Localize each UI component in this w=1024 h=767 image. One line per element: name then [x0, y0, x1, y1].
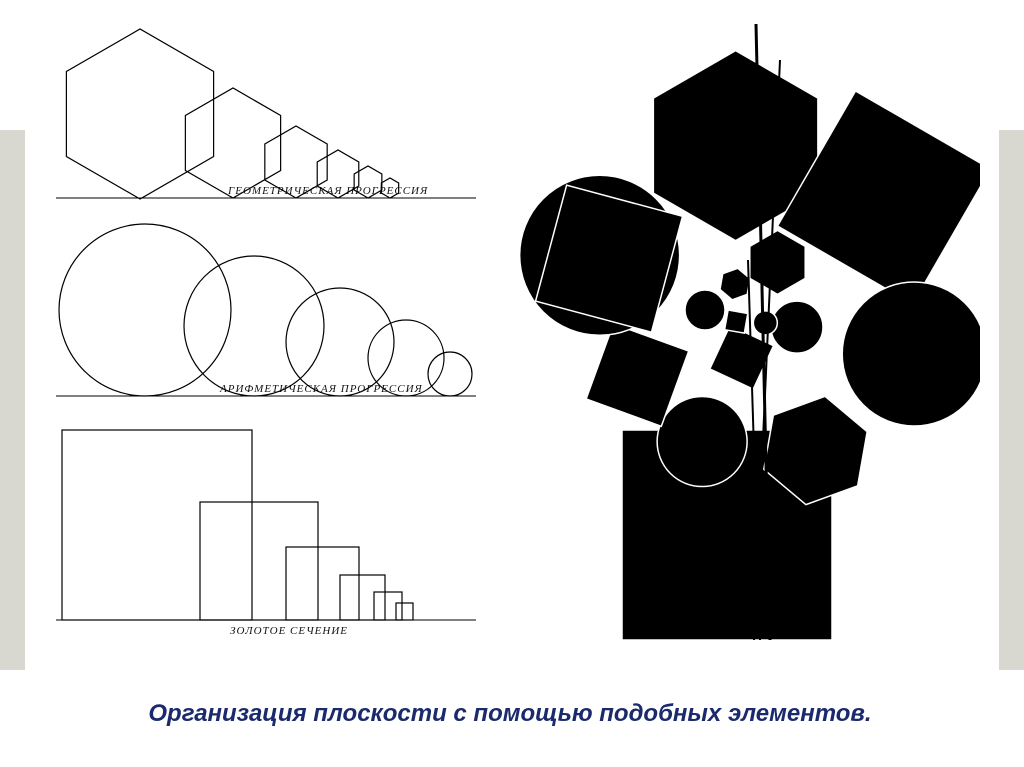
comp-circle: [842, 282, 980, 426]
right-composition: [500, 20, 980, 660]
comp-circle: [771, 301, 823, 353]
square-outline: [396, 603, 413, 620]
sidebar-right: [999, 130, 1024, 670]
comp-circle: [657, 397, 747, 487]
square-outline: [62, 430, 252, 620]
comp-square: [725, 310, 748, 333]
comp-circle: [753, 311, 777, 335]
left-diagram: ГЕОМЕТРИЧЕСКАЯ ПРОГРЕССИЯАРИФМЕТИЧЕСКАЯ …: [0, 0, 500, 660]
slide-caption: Организация плоскости с помощью подобных…: [60, 700, 960, 728]
comp-circle: [685, 290, 725, 330]
comp-hexagon: [720, 268, 750, 300]
square-outline: [200, 502, 318, 620]
row-label: ЗОЛОТОЕ СЕЧЕНИЕ: [230, 625, 348, 637]
circle-outline: [428, 352, 472, 396]
comp-hexagon: [750, 230, 805, 294]
slide-root: Организация плоскости с помощью подобных…: [0, 0, 1024, 767]
square-outline: [286, 547, 359, 620]
square-outline: [340, 575, 385, 620]
circle-outline: [286, 288, 394, 396]
row-label: ГЕОМЕТРИЧЕСКАЯ ПРОГРЕССИЯ: [227, 185, 428, 197]
circle-outline: [184, 256, 324, 396]
square-outline: [374, 592, 402, 620]
circle-outline: [59, 224, 231, 396]
